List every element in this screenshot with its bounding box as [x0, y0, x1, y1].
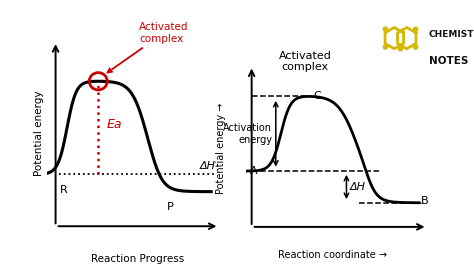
Circle shape	[383, 27, 388, 31]
Text: Activated
complex: Activated complex	[108, 22, 189, 72]
Text: P: P	[167, 202, 173, 212]
Text: CHEMIST: CHEMIST	[429, 30, 474, 39]
Text: R: R	[60, 185, 68, 195]
Text: ΔH: ΔH	[350, 182, 366, 192]
Text: C: C	[314, 92, 321, 101]
Text: Activation
energy: Activation energy	[223, 123, 273, 144]
Text: Potential energy: Potential energy	[34, 90, 44, 176]
Circle shape	[383, 45, 388, 49]
Text: Activated
complex: Activated complex	[279, 51, 332, 72]
Circle shape	[398, 47, 402, 51]
Text: B: B	[420, 196, 428, 206]
Text: Reaction Progress: Reaction Progress	[91, 254, 184, 264]
Circle shape	[413, 27, 418, 31]
Text: Ea: Ea	[107, 118, 122, 131]
Text: Reaction coordinate →: Reaction coordinate →	[278, 250, 387, 260]
Text: Potential energy →: Potential energy →	[216, 103, 226, 194]
Text: A: A	[250, 166, 258, 176]
Text: NOTES: NOTES	[429, 56, 468, 66]
Text: ΔH: ΔH	[200, 161, 216, 171]
Circle shape	[413, 45, 418, 49]
